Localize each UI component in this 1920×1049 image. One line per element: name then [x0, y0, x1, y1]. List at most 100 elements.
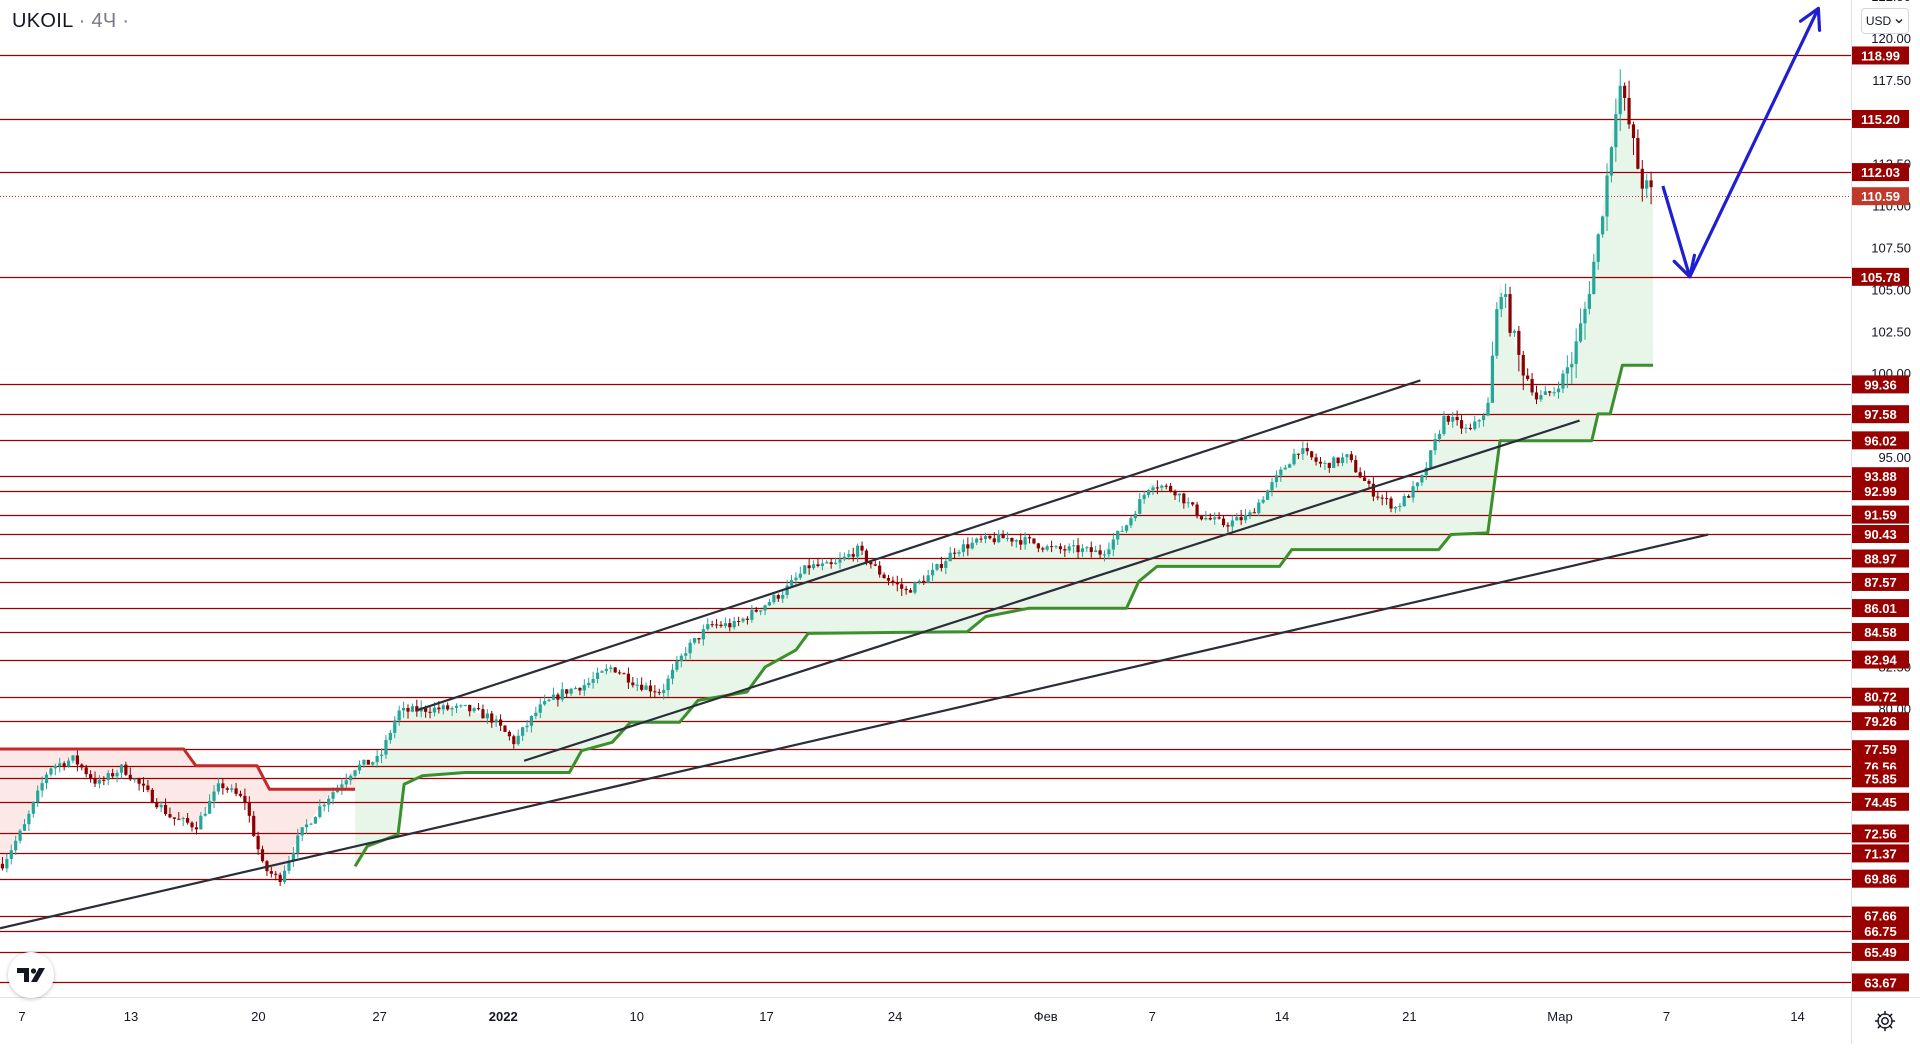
candle-body — [617, 672, 622, 674]
candle-body — [406, 707, 410, 712]
price-level-badge — [1852, 623, 1909, 642]
chevron-down-icon — [1895, 19, 1903, 24]
candle-body — [1583, 308, 1587, 324]
price-tick-label: 102.50 — [1871, 324, 1911, 339]
candles-layer — [0, 69, 1653, 886]
price-level-label: 99.36 — [1864, 377, 1897, 392]
price-level-label: 96.02 — [1864, 433, 1897, 448]
candle-body — [838, 559, 842, 563]
candle-body — [635, 684, 639, 686]
candle-body — [856, 545, 860, 557]
candle-body — [1464, 427, 1468, 429]
channel-line-2[interactable] — [523, 419, 1580, 762]
forecast-arrowhead — [1672, 253, 1697, 279]
candle-body — [1323, 462, 1327, 464]
candle-body — [966, 544, 970, 549]
candle-body — [1120, 530, 1124, 532]
candle-body — [1076, 545, 1080, 553]
candle-body — [49, 768, 53, 775]
candle-body — [975, 538, 979, 543]
candle-body — [168, 814, 172, 818]
price-level-label: 71.37 — [1864, 846, 1897, 861]
settings-button[interactable] — [1868, 1004, 1902, 1038]
candle-body — [1521, 354, 1525, 376]
candle-body — [84, 767, 88, 775]
candle-body — [1512, 330, 1517, 333]
candle-body — [1481, 415, 1486, 421]
price-level-badge — [1852, 869, 1909, 888]
trend-fill-layer — [0, 96, 1654, 877]
time-tick-label: 13 — [124, 1009, 138, 1024]
price-level-label: 86.01 — [1864, 601, 1897, 616]
trailing-stop-up-line[interactable] — [353, 363, 1654, 868]
candle-body — [710, 624, 714, 626]
candle-body — [1393, 507, 1398, 509]
price-level-badge — [1852, 525, 1909, 544]
candle-body — [1265, 490, 1270, 500]
candle-body — [349, 775, 353, 781]
candle-body — [14, 840, 18, 851]
tradingview-logo-icon[interactable] — [8, 952, 54, 998]
candle-body — [640, 684, 644, 690]
candle-body — [1477, 420, 1481, 422]
trailing-stop-down-line[interactable] — [0, 747, 356, 791]
candle-body — [269, 871, 273, 874]
candle-body — [53, 765, 57, 769]
time-tick-label: Мар — [1547, 1009, 1572, 1024]
candle-body — [190, 822, 194, 828]
candle-body — [648, 685, 653, 692]
forecast-arrowhead — [1798, 6, 1822, 32]
candle-body — [701, 629, 705, 640]
candle-body — [900, 584, 904, 589]
time-axis[interactable]: 7 13 20 27 2022 10 17 24 Фев 7 14 21 Мар 7 14 — [18, 1009, 1804, 1024]
candle-body — [97, 779, 102, 784]
candle-body — [657, 692, 661, 694]
time-tick-label: 14 — [1275, 1009, 1289, 1024]
candle-body — [1292, 453, 1296, 465]
candle-body — [137, 778, 141, 784]
candle-body — [410, 706, 415, 712]
candle-body — [1173, 491, 1177, 496]
candle-body — [393, 720, 397, 733]
candle-body — [388, 732, 392, 741]
candle-body — [1385, 498, 1389, 500]
candle-body — [1142, 494, 1146, 500]
candle-body — [1005, 537, 1010, 539]
price-level-label: 74.45 — [1864, 795, 1897, 810]
time-tick-label: 17 — [759, 1009, 773, 1024]
candle-body — [904, 588, 908, 591]
candle-body — [1067, 546, 1071, 551]
candle-body — [300, 827, 304, 836]
currency-button[interactable]: USD — [1861, 8, 1909, 34]
price-level-label: 112.03 — [1861, 165, 1900, 180]
candle-body — [706, 624, 710, 630]
channel-line-3[interactable] — [0, 533, 1709, 930]
candle-body — [111, 773, 115, 777]
candle-body — [1601, 216, 1605, 235]
candle-body — [543, 701, 547, 705]
price-tick-label: 105.00 — [1871, 282, 1911, 297]
symbol-title[interactable]: UKOIL · 4Ч · — [12, 10, 129, 33]
candle-body — [917, 580, 921, 583]
candle-body — [172, 817, 176, 819]
time-tick-label: 10 — [630, 1009, 644, 1024]
candle-body — [1151, 487, 1155, 491]
candle-body — [1155, 487, 1159, 489]
candle-body — [208, 800, 212, 814]
candle-body — [521, 727, 525, 736]
candle-body — [754, 609, 758, 612]
candle-body — [1208, 518, 1212, 520]
price-level-label: 88.97 — [1864, 551, 1897, 566]
candle-body — [1640, 168, 1644, 189]
candle-body — [22, 824, 27, 831]
candle-body — [1499, 296, 1503, 310]
candle-body — [1019, 540, 1023, 545]
candle-body — [1473, 421, 1477, 430]
channel-line-1[interactable] — [415, 379, 1421, 712]
candle-body — [1182, 493, 1186, 504]
candle-body — [516, 735, 520, 745]
candle-body — [124, 764, 128, 775]
candle-body — [119, 764, 124, 773]
